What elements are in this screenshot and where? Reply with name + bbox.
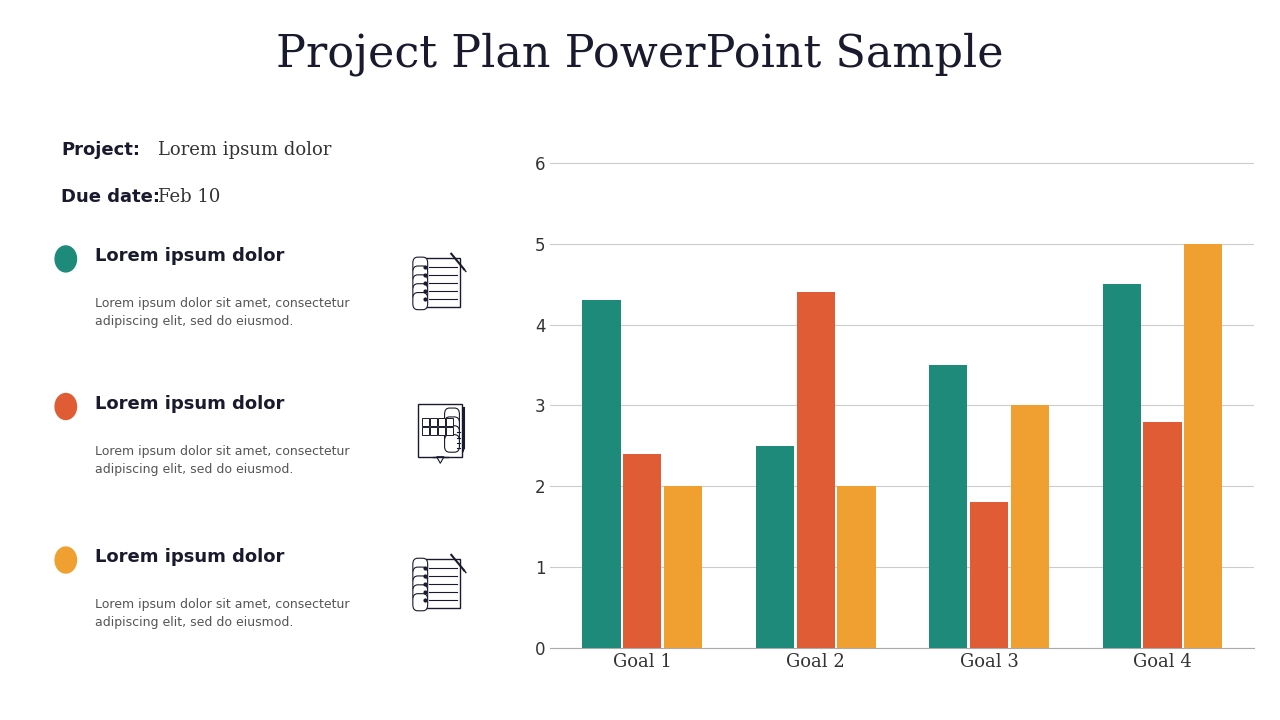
FancyBboxPatch shape xyxy=(447,418,453,426)
FancyBboxPatch shape xyxy=(413,594,428,611)
Circle shape xyxy=(55,246,77,272)
FancyBboxPatch shape xyxy=(413,558,428,575)
Text: Project:: Project: xyxy=(61,141,140,159)
Bar xyxy=(1011,405,1048,648)
FancyBboxPatch shape xyxy=(420,559,461,608)
Bar xyxy=(623,454,662,648)
Text: Lorem ipsum dolor: Lorem ipsum dolor xyxy=(95,395,284,413)
Bar xyxy=(664,486,701,648)
Bar xyxy=(1143,422,1181,648)
Text: Lorem ipsum dolor: Lorem ipsum dolor xyxy=(159,141,332,159)
Bar xyxy=(1184,243,1222,648)
FancyBboxPatch shape xyxy=(430,428,436,436)
FancyBboxPatch shape xyxy=(413,266,428,283)
Bar xyxy=(970,503,1009,648)
FancyBboxPatch shape xyxy=(413,275,428,292)
Text: Project Plan PowerPoint Sample: Project Plan PowerPoint Sample xyxy=(276,32,1004,76)
Bar xyxy=(837,486,876,648)
FancyBboxPatch shape xyxy=(419,403,462,456)
Bar xyxy=(1103,284,1140,648)
FancyBboxPatch shape xyxy=(413,284,428,301)
Bar xyxy=(929,365,968,648)
Text: Lorem ipsum dolor sit amet, consectetur
adipiscing elit, sed do eiusmod.: Lorem ipsum dolor sit amet, consectetur … xyxy=(95,297,349,328)
FancyBboxPatch shape xyxy=(413,576,428,593)
FancyBboxPatch shape xyxy=(438,418,444,426)
Circle shape xyxy=(55,394,77,420)
Text: Lorem ipsum dolor sit amet, consectetur
adipiscing elit, sed do eiusmod.: Lorem ipsum dolor sit amet, consectetur … xyxy=(95,445,349,476)
Text: Due date:: Due date: xyxy=(61,188,160,206)
FancyBboxPatch shape xyxy=(422,428,429,436)
Polygon shape xyxy=(436,456,444,464)
Bar xyxy=(796,292,835,648)
FancyBboxPatch shape xyxy=(444,417,460,434)
Text: Lorem ipsum dolor sit amet, consectetur
adipiscing elit, sed do eiusmod.: Lorem ipsum dolor sit amet, consectetur … xyxy=(95,598,349,629)
Circle shape xyxy=(55,547,77,573)
FancyBboxPatch shape xyxy=(438,428,444,436)
FancyBboxPatch shape xyxy=(413,257,428,274)
FancyBboxPatch shape xyxy=(430,418,436,426)
FancyBboxPatch shape xyxy=(447,428,453,436)
FancyBboxPatch shape xyxy=(444,408,460,426)
Bar xyxy=(756,446,794,648)
Bar xyxy=(582,300,621,648)
FancyBboxPatch shape xyxy=(444,435,460,452)
FancyBboxPatch shape xyxy=(413,292,428,310)
Text: Lorem ipsum dolor: Lorem ipsum dolor xyxy=(95,548,284,566)
Text: Feb 10: Feb 10 xyxy=(159,188,220,206)
FancyBboxPatch shape xyxy=(413,567,428,584)
FancyBboxPatch shape xyxy=(422,418,429,426)
FancyBboxPatch shape xyxy=(444,426,460,444)
Text: Lorem ipsum dolor: Lorem ipsum dolor xyxy=(95,247,284,265)
FancyBboxPatch shape xyxy=(420,258,461,307)
FancyBboxPatch shape xyxy=(413,585,428,602)
